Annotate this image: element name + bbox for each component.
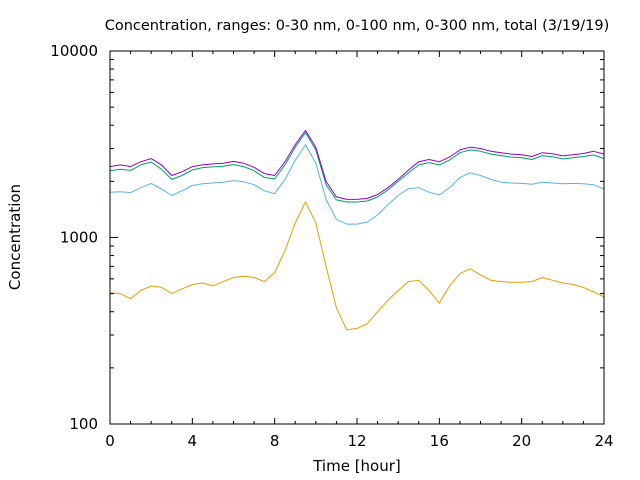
x-tick-label-5: 20 xyxy=(512,432,531,450)
chart-title: Concentration, ranges: 0-30 nm, 0-100 nm… xyxy=(105,18,610,34)
x-tick-label-3: 12 xyxy=(347,432,366,450)
x-tick-label-2: 8 xyxy=(270,432,280,450)
y-tick-label-1: 1000 xyxy=(60,229,98,247)
ticks-layer: 0 4 8 12 16 20 24 100 1000 10000 xyxy=(50,42,613,450)
series-line-1 xyxy=(109,144,605,225)
x-tick-label-1: 4 xyxy=(188,432,198,450)
series-line-2 xyxy=(109,132,605,203)
series-layer xyxy=(109,129,605,331)
x-tick-label-0: 0 xyxy=(105,432,115,450)
y-tick-label-2: 10000 xyxy=(50,42,98,60)
series-line-0 xyxy=(109,201,605,331)
series-line-3 xyxy=(109,129,605,200)
y-tick-label-0: 100 xyxy=(69,415,98,433)
y-axis-label: Concentration xyxy=(6,184,24,290)
x-tick-label-4: 16 xyxy=(430,432,449,450)
plot-frame xyxy=(109,50,605,425)
x-axis-label: Time [hour] xyxy=(312,457,401,475)
x-tick-label-6: 24 xyxy=(594,432,613,450)
